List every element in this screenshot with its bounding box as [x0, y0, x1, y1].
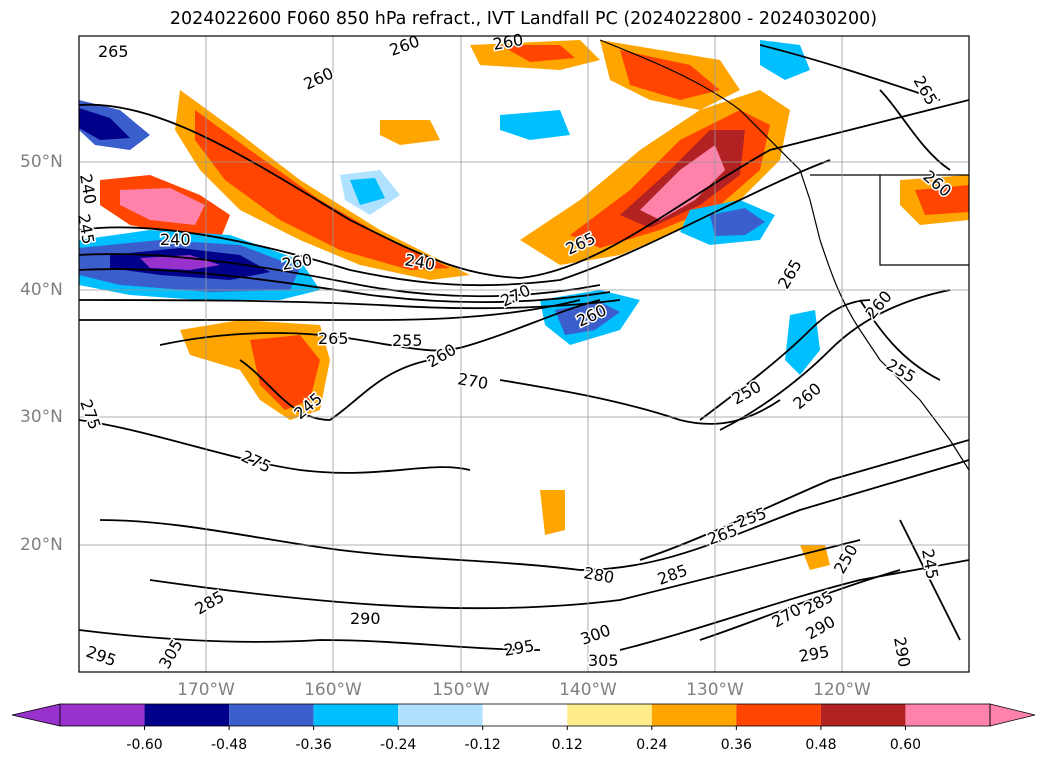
coastlines	[599, 39, 969, 471]
colorbar-tick-label: -0.60	[126, 737, 163, 753]
colorbar-tick-label: 0.48	[805, 737, 837, 753]
lon-label-140w: 140°W	[559, 680, 617, 700]
colorbar-tick-label: 0.36	[720, 737, 752, 753]
contour-label: 265	[318, 329, 349, 348]
lon-label-160w: 160°W	[304, 680, 362, 700]
colorbar	[11, 703, 1036, 730]
gridlines	[79, 36, 969, 672]
lat-label-30n: 30°N	[20, 407, 63, 427]
lon-label-130w: 130°W	[686, 680, 744, 700]
colorbar-segment	[820, 704, 906, 726]
colorbar-segment	[229, 704, 314, 726]
lat-label-20n: 20°N	[20, 535, 63, 555]
contour-label: 245	[74, 212, 98, 245]
lon-label-150w: 150°W	[432, 680, 490, 700]
contour-label: 250	[729, 377, 765, 409]
colorbar-tick-label: 0.60	[889, 737, 922, 753]
contour-label: 275	[76, 397, 104, 432]
contour-lines	[79, 44, 969, 651]
lon-label-170w: 170°W	[177, 680, 235, 700]
lat-label-50n: 50°N	[20, 152, 63, 172]
contour-label: 295	[502, 636, 535, 660]
colorbar-segment	[313, 704, 399, 726]
contour-label: 240	[160, 230, 191, 249]
colorbar-segment	[905, 704, 990, 726]
contour-label: 265	[98, 42, 129, 61]
lat-label-40n: 40°N	[20, 280, 63, 300]
colorbar-border	[59, 703, 991, 727]
colorbar-segment	[398, 704, 483, 726]
contour-label: 305	[155, 636, 187, 672]
colorbar-segment	[651, 704, 737, 726]
colorbar-tick-label: -0.12	[464, 737, 501, 753]
contour-label: 245	[918, 547, 942, 580]
colorbar-tick-label: -0.48	[210, 737, 248, 753]
colorbar-tick-label: -0.24	[380, 737, 417, 753]
shading-layer	[79, 40, 969, 570]
contour-label: 285	[801, 587, 837, 619]
colorbar-extend-low	[11, 703, 61, 727]
contour-label: 305	[588, 651, 619, 670]
contour-label: 265	[774, 256, 806, 292]
contour-label: 260	[862, 287, 896, 323]
contour-label: 290	[890, 635, 914, 668]
contour-label: 255	[392, 331, 423, 350]
contour-label: 255	[883, 355, 919, 387]
contour-label: 255	[734, 503, 769, 531]
contour-label: 260	[789, 379, 825, 413]
colorbar-tick-label: 0.12	[551, 737, 583, 753]
contour-label: 290	[350, 609, 381, 628]
contour-label: 275	[238, 446, 274, 476]
contour-label: 265	[910, 73, 942, 109]
contour-label: 240	[76, 172, 100, 205]
colorbar-tick-label: 0.24	[636, 737, 668, 753]
contour-label: 260	[424, 340, 460, 372]
colorbar-segment	[567, 704, 652, 726]
contour-label: 260	[280, 250, 313, 274]
colorbar-segment	[60, 704, 145, 726]
colorbar-segment	[482, 704, 568, 726]
colorbar-extend-high	[989, 703, 1036, 727]
contour-label: 295	[84, 642, 119, 670]
contour-label: 280	[582, 563, 615, 587]
contour-label: 300	[578, 620, 613, 648]
contour-label: 285	[192, 587, 228, 619]
colorbar-tick-label: -0.36	[295, 737, 332, 753]
contour-label: 265	[705, 520, 740, 548]
contour-label: 295	[797, 642, 830, 666]
colorbar-segment	[736, 704, 821, 726]
colorbar-segment	[144, 704, 230, 726]
map-frame	[78, 35, 970, 673]
lon-label-120w: 120°W	[813, 680, 871, 700]
contour-label: 260	[301, 63, 337, 93]
map-title: 2024022600 F060 850 hPa refract., IVT La…	[169, 9, 878, 29]
